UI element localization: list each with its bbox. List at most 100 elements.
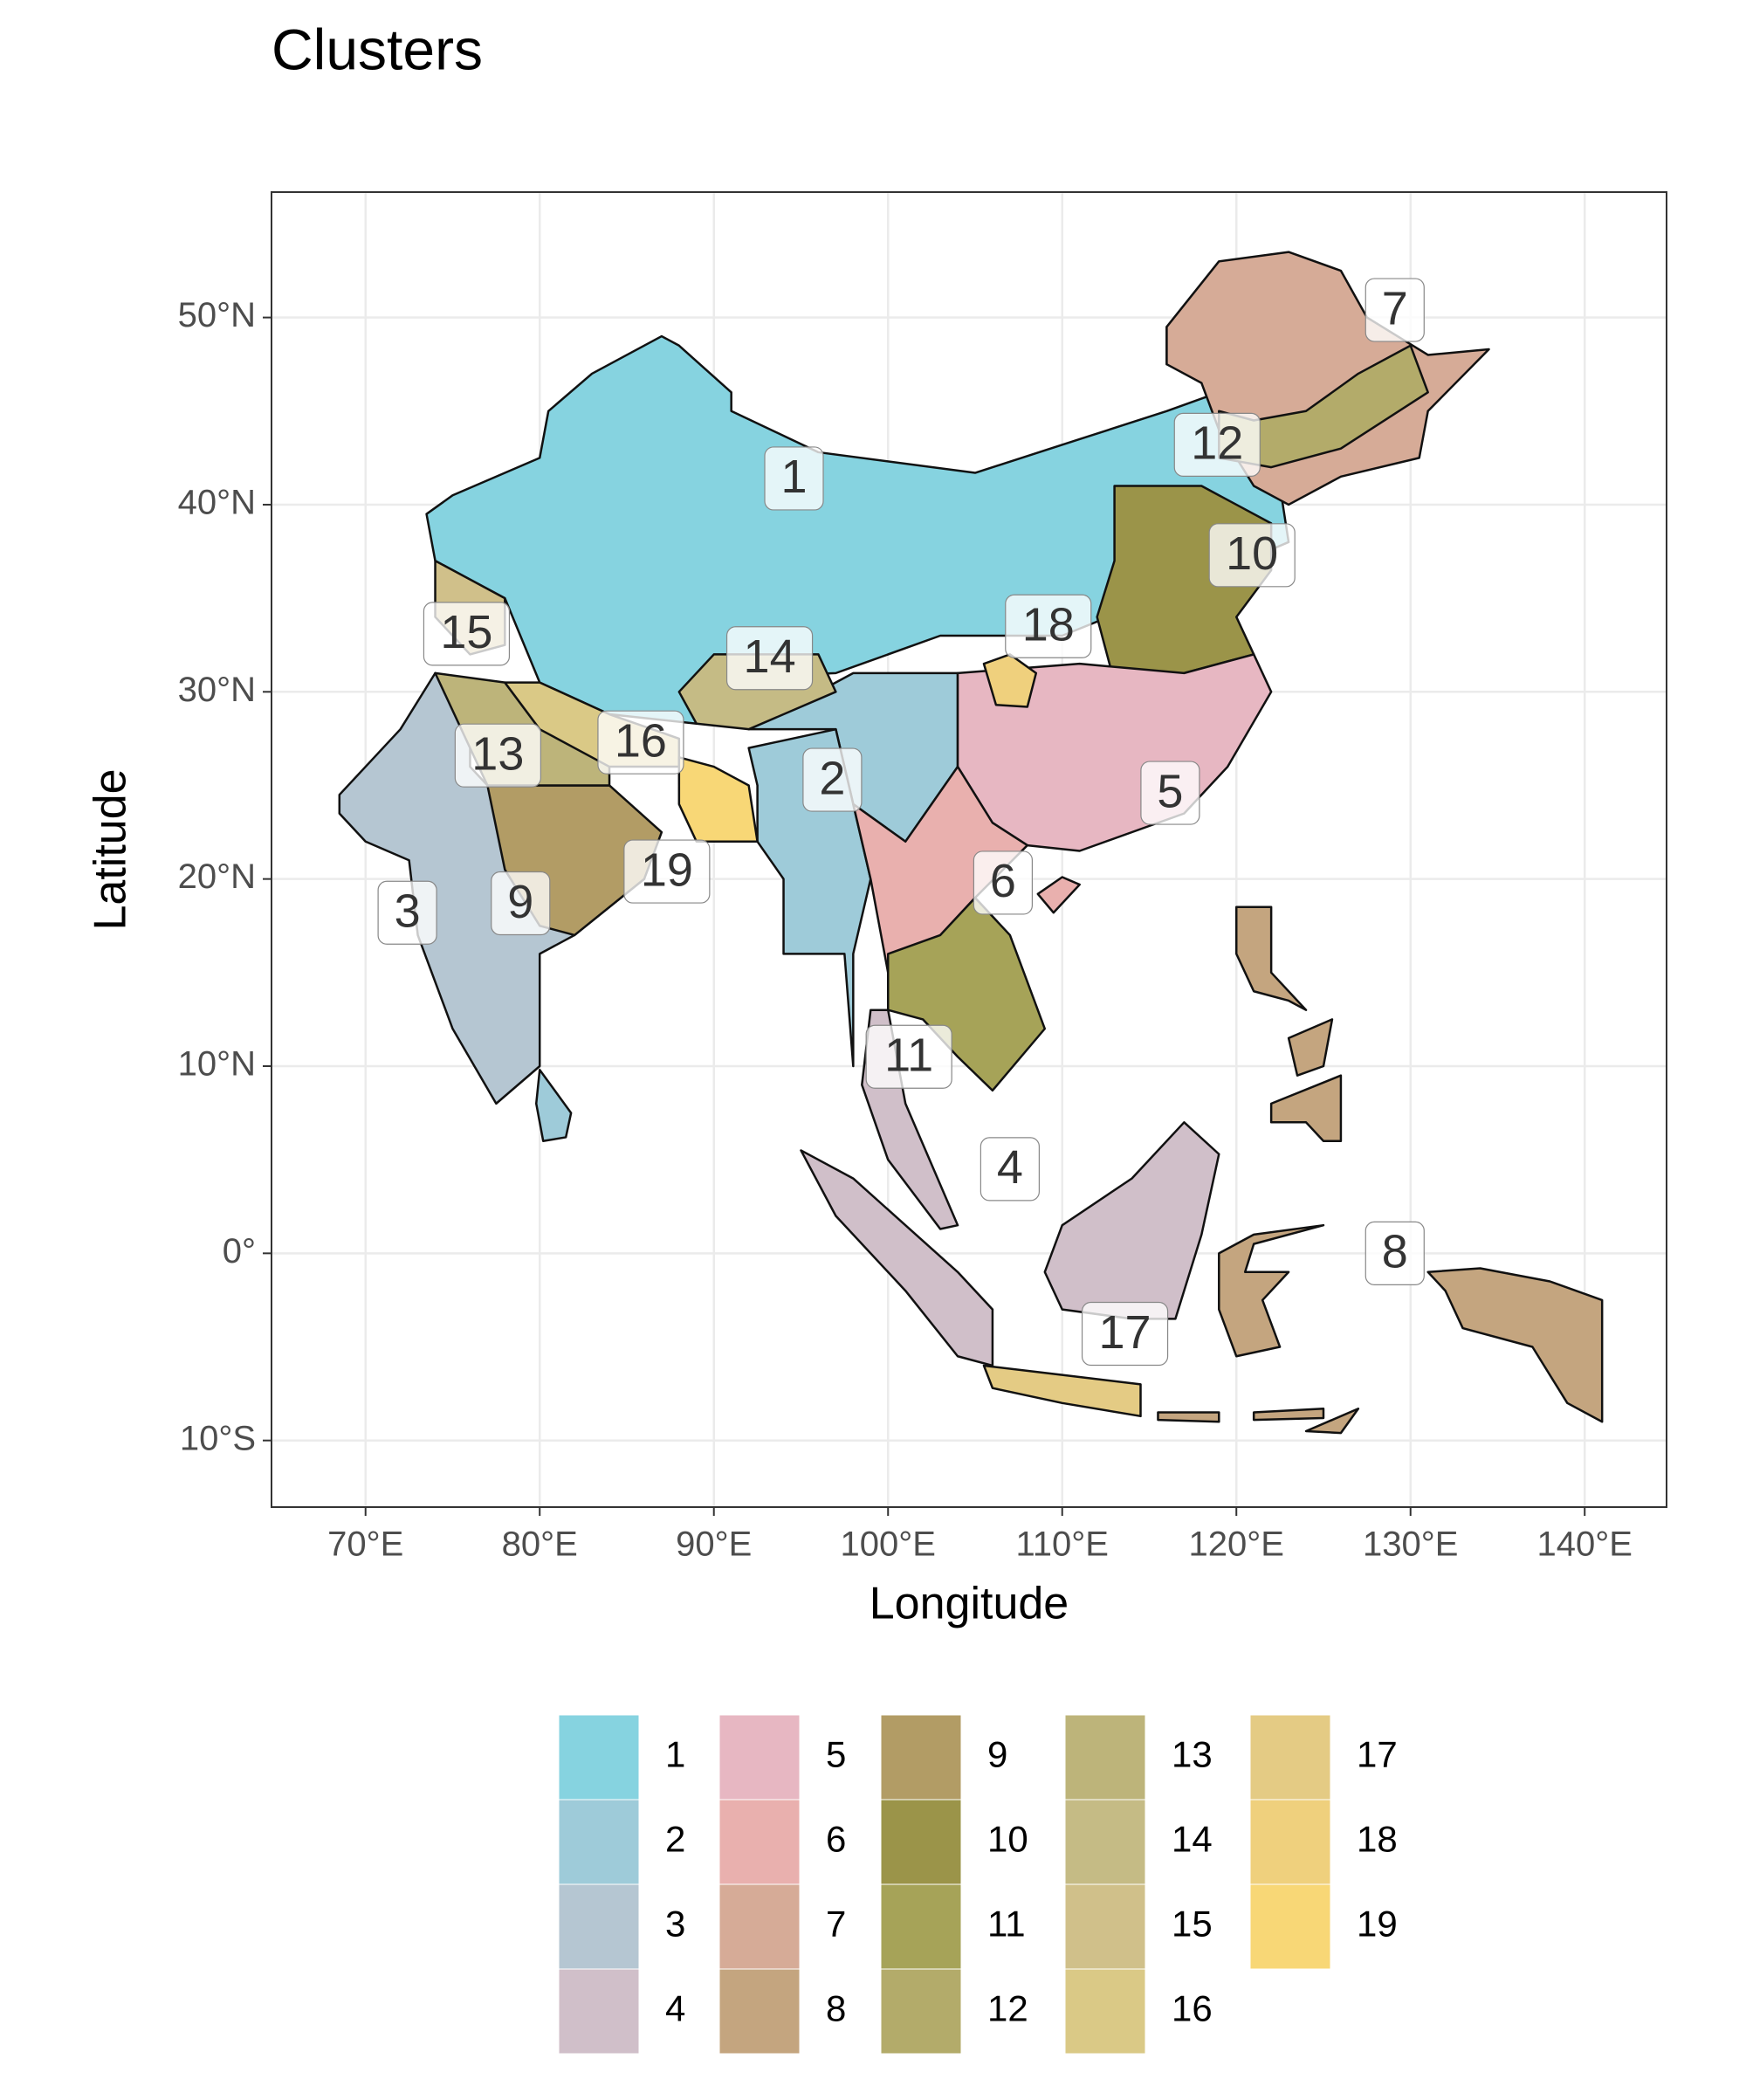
map-label-box xyxy=(377,880,437,945)
legend-swatch xyxy=(718,1968,801,2055)
legend-swatch xyxy=(558,1883,640,1970)
map-label: 13 xyxy=(471,727,524,780)
x-tick-label: 110°E xyxy=(1016,1525,1109,1564)
map-label-box xyxy=(865,1024,952,1089)
map-label-box xyxy=(454,723,541,788)
legend-swatch xyxy=(558,1968,640,2055)
map-label-box xyxy=(1208,523,1296,588)
legend-swatch xyxy=(1064,1883,1146,1970)
x-axis-title: Longitude xyxy=(870,1579,1069,1629)
region xyxy=(982,1364,1142,1418)
legend-swatch xyxy=(880,1883,962,1970)
region xyxy=(1426,1267,1604,1423)
x-tick-label: 140°E xyxy=(1537,1525,1633,1564)
map-label: 18 xyxy=(1022,599,1075,651)
legend-label: 1 xyxy=(665,1734,685,1775)
map-label-box xyxy=(1173,412,1261,477)
map-label-box xyxy=(1364,278,1425,342)
region xyxy=(982,653,1038,708)
map-label-box xyxy=(1081,1301,1169,1367)
axes: 70°E 80°E 90°E 100°E 110°E 120°E 130°E 140°E10°… xyxy=(178,296,1633,1563)
legend-label: 2 xyxy=(665,1819,685,1860)
map-label-box xyxy=(980,1137,1040,1201)
legend-swatch xyxy=(1064,1714,1146,1800)
map-label: 14 xyxy=(744,630,796,683)
map-label: 17 xyxy=(1099,1306,1151,1359)
legend-swatch xyxy=(718,1883,801,1970)
legend-swatch xyxy=(1249,1799,1331,1885)
legend-swatch xyxy=(1064,1968,1146,2055)
map-label-box xyxy=(491,871,551,936)
region xyxy=(1234,905,1308,1011)
map-label: 6 xyxy=(990,855,1016,907)
map-label-box xyxy=(1364,1221,1425,1285)
region xyxy=(1269,1074,1343,1142)
x-tick-label: 120°E xyxy=(1189,1525,1284,1564)
legend-label: 13 xyxy=(1172,1734,1213,1775)
map-label-box xyxy=(597,710,684,775)
map-label: 1 xyxy=(780,451,807,503)
x-tick-label: 90°E xyxy=(676,1525,752,1564)
region xyxy=(1252,1408,1325,1422)
map-label: 2 xyxy=(819,752,845,804)
x-tick-label: 100°E xyxy=(841,1525,936,1564)
legend-swatch xyxy=(558,1714,640,1800)
region xyxy=(1157,1411,1220,1423)
panel-border xyxy=(271,191,1667,1508)
map-label-box xyxy=(802,747,863,812)
legend-label: 4 xyxy=(665,1988,685,2029)
region xyxy=(886,896,1047,1092)
legend-swatch xyxy=(880,1968,962,2055)
y-tick-label: 10°N xyxy=(178,1045,256,1084)
map-label: 12 xyxy=(1191,417,1243,470)
map-label: 15 xyxy=(440,606,492,658)
map-label: 5 xyxy=(1157,765,1183,817)
map-label-box xyxy=(623,839,711,904)
map-label-box xyxy=(764,446,824,511)
legend-label: 16 xyxy=(1172,1988,1213,2029)
y-tick-label: 30°N xyxy=(178,671,256,709)
legend-label: 12 xyxy=(987,1988,1028,2029)
legend-label: 10 xyxy=(987,1819,1028,1860)
legend-swatch xyxy=(718,1799,801,1885)
legend-label: 9 xyxy=(987,1734,1007,1775)
legend-label: 11 xyxy=(987,1904,1026,1945)
legend-swatch xyxy=(1064,1799,1146,1885)
map-label: 10 xyxy=(1226,527,1278,580)
map-label-box xyxy=(973,850,1034,915)
region xyxy=(1287,1018,1334,1077)
legend-swatch xyxy=(880,1714,962,1800)
y-tick-label: 0° xyxy=(223,1232,256,1270)
map-label: 4 xyxy=(997,1141,1023,1194)
legend-swatch xyxy=(1249,1714,1331,1800)
x-tick-label: 130°E xyxy=(1363,1525,1458,1564)
map-label-box xyxy=(1005,594,1092,658)
legend-label: 3 xyxy=(665,1904,685,1945)
legend-label: 17 xyxy=(1357,1734,1398,1775)
region xyxy=(1304,1408,1360,1435)
chart-title: Clusters xyxy=(272,17,483,81)
legend-label: 6 xyxy=(826,1819,846,1860)
map-label: 19 xyxy=(641,843,693,896)
x-tick-label: 70°E xyxy=(327,1525,403,1564)
map-label: 11 xyxy=(884,1029,933,1082)
legend-label: 7 xyxy=(826,1904,846,1945)
legend-swatch xyxy=(1249,1883,1331,1970)
region xyxy=(677,756,759,843)
y-tick-label: 20°N xyxy=(178,857,256,896)
y-axis-title: Latitude xyxy=(86,768,136,930)
map-label: 16 xyxy=(615,714,667,767)
legend-swatch xyxy=(718,1714,801,1800)
y-tick-label: 50°N xyxy=(178,296,256,334)
y-tick-label: 10°S xyxy=(180,1419,256,1457)
legend-swatch xyxy=(558,1799,640,1885)
map-label-box xyxy=(423,602,511,666)
map-label-box xyxy=(1140,761,1200,825)
map-label: 7 xyxy=(1382,282,1408,334)
legend-swatch xyxy=(880,1799,962,1885)
y-tick-label: 40°N xyxy=(178,484,256,522)
